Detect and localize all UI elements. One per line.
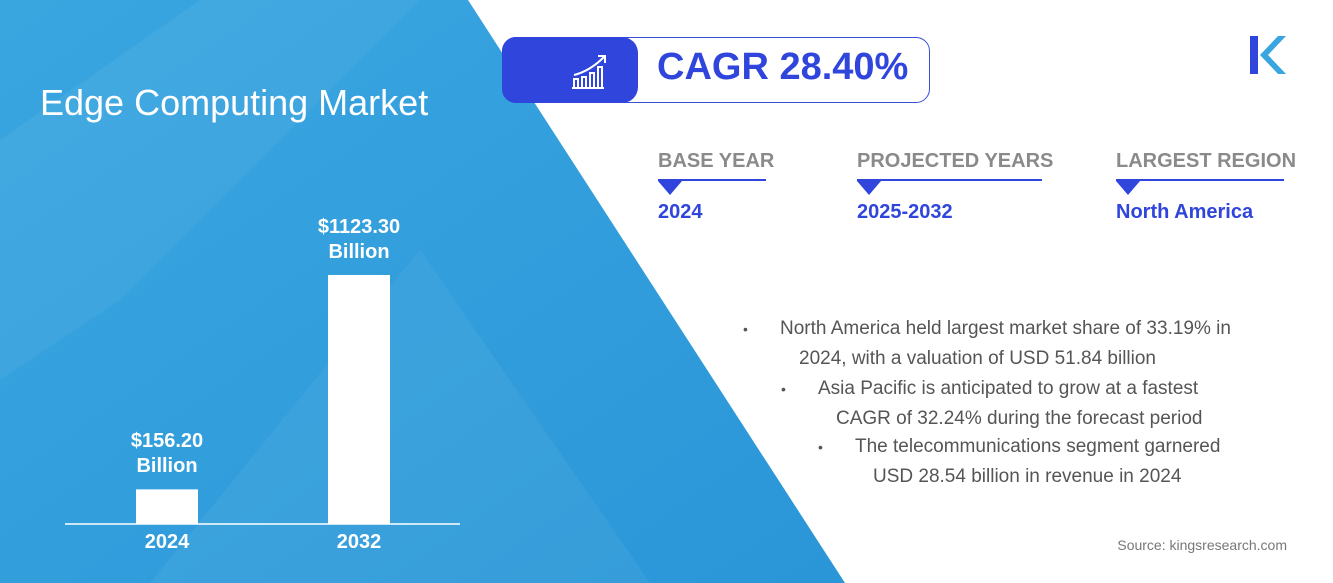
stat-value: North America	[1116, 201, 1254, 223]
data-label-unit: Billion	[328, 241, 390, 263]
stat-label: BASE YEAR	[658, 150, 775, 172]
bar-2024	[136, 489, 198, 524]
data-label-unit: Billion	[136, 455, 198, 478]
stat-0: BASE YEAR 2024	[658, 150, 774, 224]
growth-chart-icon	[572, 55, 606, 89]
cagr-value: CAGR 28.40%	[657, 46, 909, 88]
pointer-icon	[1116, 181, 1140, 195]
x-tick-label: 2032	[336, 531, 382, 553]
data-label-value: $156.20	[130, 430, 204, 453]
data-label-value: $1123.30	[317, 216, 401, 238]
stat-value: 2024	[658, 201, 703, 223]
stat-1: PROJECTED YEARS 2025-2032	[857, 150, 1053, 224]
bullet-text: USD 28.54 billion in revenue in 2024	[873, 466, 1182, 487]
kings-research-logo	[1250, 36, 1286, 74]
cagr-icon-box	[502, 37, 638, 103]
divider	[658, 179, 766, 181]
pointer-icon	[658, 181, 682, 195]
bullet-text: North America held largest market share …	[780, 318, 1231, 339]
stat-label: PROJECTED YEARS	[857, 150, 1054, 172]
bullet-text: Asia Pacific is anticipated to grow at a…	[818, 378, 1199, 399]
source-note: Source: kingsresearch.com	[1117, 537, 1287, 553]
bullet-icon: •	[781, 381, 786, 397]
data-label: $156.20 Billion	[87, 429, 247, 479]
x-tick-label: 2024	[144, 531, 190, 553]
bullet-icon: •	[818, 439, 823, 455]
divider	[1116, 179, 1284, 181]
bullet-icon: •	[743, 321, 748, 337]
bar-2032	[328, 275, 390, 524]
stat-label: LARGEST REGION	[1116, 150, 1297, 172]
bullet-text: CAGR of 32.24% during the forecast perio…	[836, 408, 1203, 429]
data-label: $1123.30 Billion	[279, 215, 439, 265]
pointer-icon	[857, 181, 881, 195]
divider	[857, 179, 1042, 181]
bullet-text: The telecommunications segment garnered	[855, 436, 1221, 457]
stat-value: 2025-2032	[857, 201, 953, 223]
page-title: Edge Computing Market	[40, 82, 429, 123]
bullet-text: 2024, with a valuation of USD 51.84 bill…	[799, 348, 1157, 369]
stat-2: LARGEST REGION North America	[1116, 150, 1296, 224]
